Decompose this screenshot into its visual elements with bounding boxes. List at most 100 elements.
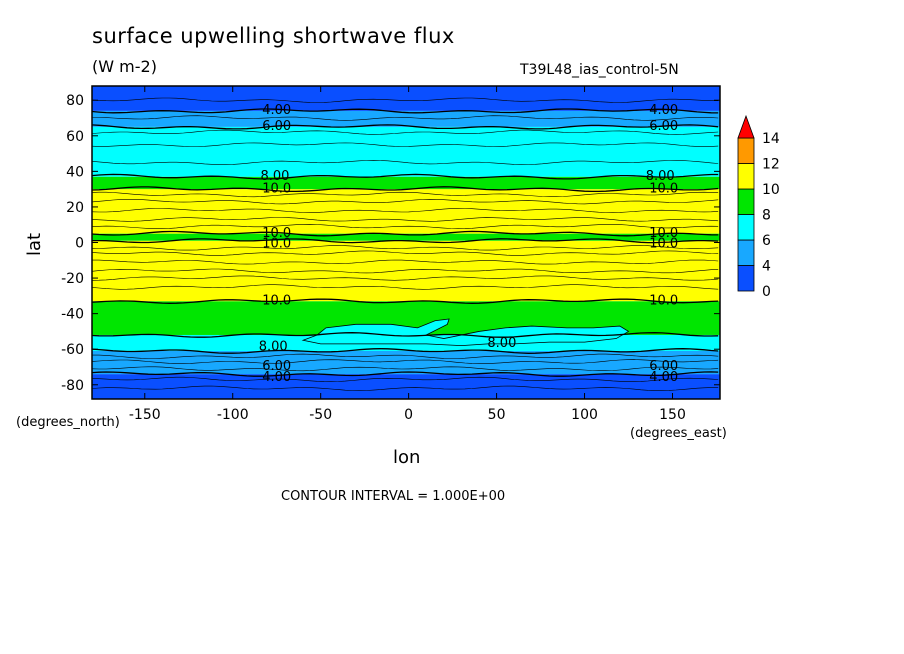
contour-label: 10.0 <box>649 226 678 241</box>
colorbar-label: 6 <box>762 233 771 249</box>
contour-label: 10.0 <box>262 226 291 241</box>
contour-label: 4.00 <box>649 370 678 385</box>
colorbar-label: 14 <box>762 131 780 147</box>
cyan-patches <box>301 318 630 347</box>
colorbar-label: 8 <box>762 208 771 224</box>
contour-line <box>91 348 719 354</box>
y-axis-units: (degrees_north) <box>16 415 120 430</box>
contour-label: 8.00 <box>260 169 289 184</box>
band-1 <box>92 350 720 375</box>
contour-label: 4.00 <box>262 103 291 118</box>
y-tick-label: 20 <box>66 200 84 216</box>
chart-title: surface upwelling shortwave flux <box>92 24 455 48</box>
contour-label: 10.0 <box>262 181 291 196</box>
contour-line <box>91 159 719 165</box>
contour-line <box>91 108 719 114</box>
x-tick-label: 0 <box>404 407 413 423</box>
x-tick-label: 100 <box>571 407 598 423</box>
x-axis-units: (degrees_east) <box>630 426 727 441</box>
band-5 <box>92 233 720 241</box>
x-tick-label: -150 <box>129 407 161 423</box>
contour-label: 6.00 <box>649 119 678 134</box>
contour-label: 4.00 <box>649 103 678 118</box>
dataset-label: T39L48_ias_control-5N <box>520 62 679 78</box>
contour-line <box>92 353 719 359</box>
contour-labels: 4.006.004.006.008.0010.08.0010.010.010.0… <box>259 103 678 385</box>
contour-line <box>91 385 719 391</box>
colorbar-label: 0 <box>762 284 771 300</box>
colorbar-label: 10 <box>762 182 780 198</box>
contour-label: 10.0 <box>262 237 291 252</box>
contour-label: 8.00 <box>259 340 288 355</box>
colorbar-extend-triangle <box>737 114 755 139</box>
contour-label: 6.00 <box>262 119 291 134</box>
x-tick-label: 50 <box>488 407 506 423</box>
band-9 <box>92 110 720 127</box>
chart-units: (W m-2) <box>92 57 157 76</box>
y-tick-label: 40 <box>66 164 84 180</box>
y-ticks: -80 -60 -40 -20 0 20 40 60 80 <box>61 93 720 394</box>
contour-line <box>91 359 719 364</box>
contour-label: 6.00 <box>649 359 678 374</box>
contour-lines <box>91 97 719 391</box>
contour-line <box>91 217 719 222</box>
contour-line <box>91 268 719 274</box>
contour-line <box>92 259 719 265</box>
y-tick-label: -20 <box>61 271 84 287</box>
colorbar-box <box>737 188 755 215</box>
colorbar-box <box>737 163 755 190</box>
contour-line <box>91 186 719 193</box>
contour-line <box>91 376 719 383</box>
contour-line <box>91 332 719 338</box>
y-tick-label: -40 <box>61 307 84 323</box>
colorbar-box <box>737 137 755 164</box>
contour-interval-note: CONTOUR INTERVAL = 1.000E+00 <box>281 489 506 504</box>
contour-line <box>91 223 719 230</box>
band-7 <box>92 176 720 190</box>
contour-label: 10.0 <box>262 293 291 308</box>
contour-line <box>91 245 719 251</box>
colorbar-box <box>737 214 755 241</box>
contour-line <box>91 298 719 304</box>
contour-line <box>91 173 719 180</box>
x-ticks: -150 -100 -50 0 50 100 150 <box>129 86 686 423</box>
contour-line <box>91 124 719 130</box>
contour-label: 10.0 <box>649 181 678 196</box>
contour-line <box>91 275 719 281</box>
band-0 <box>92 374 720 399</box>
band-10 <box>92 86 720 111</box>
contour-label: 8.00 <box>646 169 675 184</box>
y-tick-label: -80 <box>61 378 84 394</box>
contour-label: 6.00 <box>262 359 291 374</box>
y-tick-label: 0 <box>75 236 84 252</box>
contour-line <box>91 284 719 290</box>
contour-line <box>91 129 719 135</box>
y-tick-label: 60 <box>66 129 84 145</box>
contour-line <box>91 142 719 147</box>
band-8 <box>92 126 720 177</box>
x-axis-label: lon <box>393 447 421 468</box>
y-tick-label: -60 <box>61 342 84 358</box>
contour-line <box>91 191 719 198</box>
contour-label: 4.00 <box>262 370 291 385</box>
contour-line <box>91 230 719 237</box>
contour-line <box>91 371 719 377</box>
contour-line <box>91 97 719 103</box>
x-tick-label: -100 <box>217 407 249 423</box>
x-tick-label: -50 <box>309 407 332 423</box>
colorbar-box <box>737 265 755 292</box>
colorbar: 0 4 6 8 10 12 14 <box>737 114 780 300</box>
contour-line <box>92 115 719 121</box>
colorbar-label: 12 <box>762 157 780 173</box>
x-tick-label: 150 <box>659 407 686 423</box>
southern-cyan-patch <box>301 318 630 347</box>
contour-line <box>91 366 719 372</box>
colorbar-box <box>737 239 755 266</box>
colorbar-label: 4 <box>762 259 771 275</box>
contour-line <box>91 198 719 205</box>
contour-line <box>91 250 719 256</box>
contour-line <box>91 208 719 213</box>
contour-line <box>92 238 719 244</box>
contour-label: 8.00 <box>487 336 516 351</box>
